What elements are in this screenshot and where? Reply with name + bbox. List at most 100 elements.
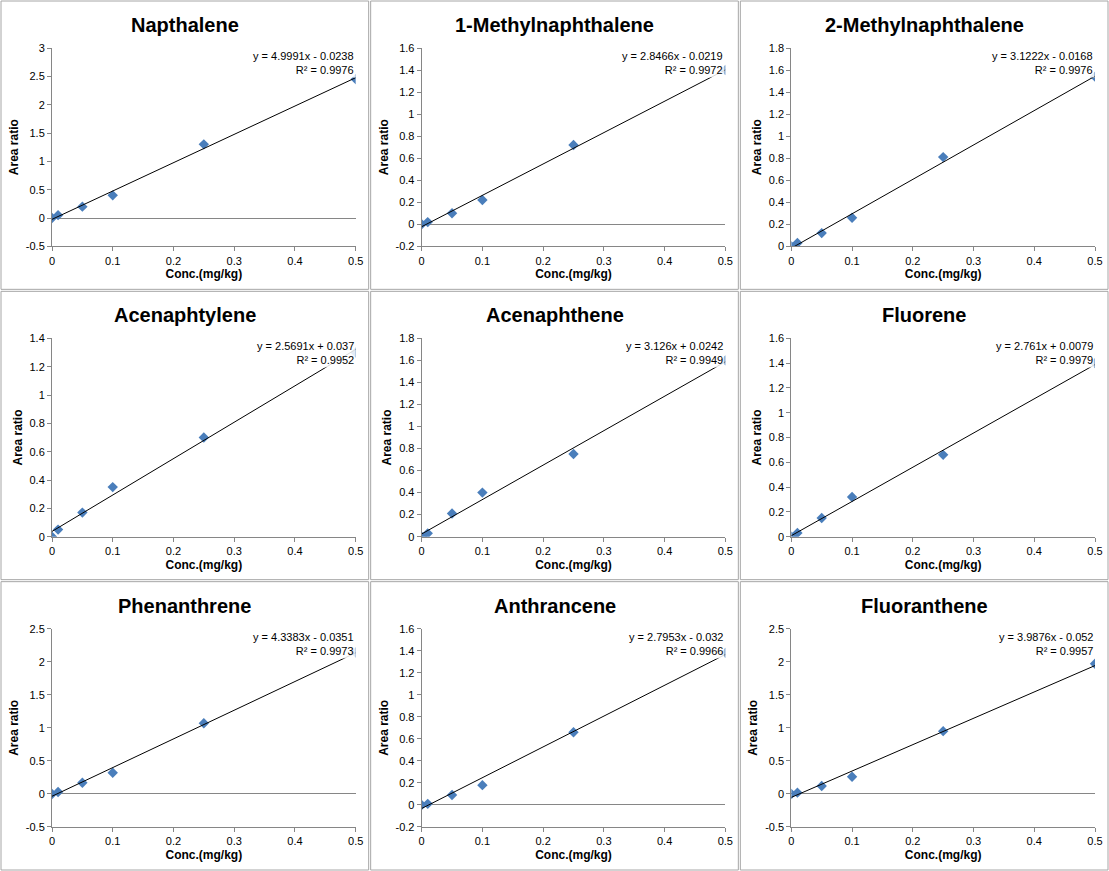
svg-text:1.2: 1.2: [399, 398, 414, 410]
svg-text:0.2: 0.2: [769, 218, 784, 230]
svg-text:1.5: 1.5: [769, 689, 784, 701]
svg-text:1: 1: [778, 722, 784, 734]
svg-text:0.6: 0.6: [769, 456, 784, 468]
svg-text:0: 0: [49, 835, 55, 847]
svg-text:0.6: 0.6: [30, 446, 45, 458]
svg-text:0: 0: [788, 255, 794, 267]
svg-text:Acenaphthene: Acenaphthene: [486, 304, 624, 326]
svg-text:0.2: 0.2: [30, 502, 45, 514]
svg-text:0: 0: [778, 240, 784, 252]
svg-text:0.5: 0.5: [718, 545, 733, 557]
svg-text:0: 0: [778, 531, 784, 543]
svg-text:0.5: 0.5: [348, 835, 363, 847]
svg-text:0.2: 0.2: [535, 255, 550, 267]
svg-text:-0.2: -0.2: [395, 821, 414, 833]
svg-text:0.2: 0.2: [535, 545, 550, 557]
svg-text:1.8: 1.8: [399, 332, 414, 344]
svg-text:0.2: 0.2: [905, 545, 920, 557]
svg-text:0.3: 0.3: [596, 255, 611, 267]
svg-text:1.6: 1.6: [399, 42, 414, 54]
svg-text:y = 2.8466x - 0.0219R² = 0.997: y = 2.8466x - 0.0219R² = 0.9972: [622, 50, 723, 76]
svg-text:1.6: 1.6: [399, 623, 414, 635]
svg-text:0: 0: [39, 531, 45, 543]
svg-text:1.8: 1.8: [769, 42, 784, 54]
svg-text:1.6: 1.6: [399, 354, 414, 366]
svg-text:1: 1: [408, 420, 414, 432]
svg-text:0.2: 0.2: [166, 835, 181, 847]
svg-text:0.5: 0.5: [348, 255, 363, 267]
svg-text:y = 4.9991x - 0.0238R² = 0.997: y = 4.9991x - 0.0238R² = 0.9976: [253, 50, 354, 76]
svg-text:Area ratio: Area ratio: [377, 119, 391, 175]
svg-text:0.2: 0.2: [166, 255, 181, 267]
svg-text:0.4: 0.4: [1027, 545, 1042, 557]
svg-text:0.4: 0.4: [769, 481, 784, 493]
svg-text:2.5: 2.5: [30, 623, 45, 635]
svg-text:0.5: 0.5: [1087, 255, 1102, 267]
svg-text:1.2: 1.2: [399, 667, 414, 679]
svg-text:1.6: 1.6: [769, 64, 784, 76]
svg-text:Area ratio: Area ratio: [7, 119, 21, 175]
svg-text:1.4: 1.4: [399, 376, 414, 388]
svg-text:2.5: 2.5: [30, 70, 45, 82]
svg-text:-0.5: -0.5: [26, 821, 45, 833]
svg-text:Conc.(mg/kg): Conc.(mg/kg): [165, 267, 242, 281]
svg-text:0.3: 0.3: [227, 835, 242, 847]
svg-text:1.2: 1.2: [769, 382, 784, 394]
svg-text:0.3: 0.3: [966, 255, 981, 267]
svg-text:0.4: 0.4: [1027, 255, 1042, 267]
svg-text:y = 3.9876x - 0.052R² = 0.9957: y = 3.9876x - 0.052R² = 0.9957: [999, 631, 1093, 657]
svg-text:Conc.(mg/kg): Conc.(mg/kg): [905, 267, 982, 281]
svg-text:1.4: 1.4: [30, 332, 45, 344]
svg-text:1.2: 1.2: [769, 108, 784, 120]
svg-text:Fluoranthene: Fluoranthene: [861, 595, 988, 617]
svg-text:Conc.(mg/kg): Conc.(mg/kg): [535, 558, 612, 572]
svg-text:1: 1: [408, 689, 414, 701]
svg-text:y = 4.3383x - 0.0351R² = 0.997: y = 4.3383x - 0.0351R² = 0.9973: [253, 631, 354, 657]
svg-text:1: 1: [39, 389, 45, 401]
svg-text:Area ratio: Area ratio: [380, 409, 394, 465]
svg-text:0.1: 0.1: [475, 545, 490, 557]
svg-text:0.1: 0.1: [105, 545, 120, 557]
svg-text:0.3: 0.3: [966, 545, 981, 557]
svg-text:0.6: 0.6: [399, 152, 414, 164]
svg-text:0.2: 0.2: [905, 835, 920, 847]
svg-text:y = 3.126x + 0.0242R² = 0.9949: y = 3.126x + 0.0242R² = 0.9949: [626, 340, 723, 366]
svg-text:0: 0: [419, 545, 425, 557]
svg-text:1.2: 1.2: [399, 86, 414, 98]
svg-text:0.4: 0.4: [287, 255, 302, 267]
svg-text:Acenaphtylene: Acenaphtylene: [114, 304, 256, 326]
svg-text:0.5: 0.5: [30, 755, 45, 767]
svg-text:0.3: 0.3: [596, 545, 611, 557]
svg-text:Area ratio: Area ratio: [750, 409, 764, 465]
svg-text:0.8: 0.8: [399, 130, 414, 142]
svg-text:0.2: 0.2: [769, 506, 784, 518]
svg-text:0: 0: [788, 835, 794, 847]
svg-text:0.3: 0.3: [227, 255, 242, 267]
svg-text:0.4: 0.4: [657, 835, 672, 847]
svg-text:0.1: 0.1: [475, 255, 490, 267]
svg-text:0: 0: [408, 531, 414, 543]
svg-text:0: 0: [49, 255, 55, 267]
svg-text:0.6: 0.6: [769, 174, 784, 186]
svg-text:0.8: 0.8: [30, 417, 45, 429]
svg-text:1.2: 1.2: [30, 361, 45, 373]
svg-text:0.1: 0.1: [105, 835, 120, 847]
svg-text:2.5: 2.5: [769, 623, 784, 635]
svg-text:0: 0: [39, 788, 45, 800]
svg-text:0.5: 0.5: [718, 835, 733, 847]
svg-text:0: 0: [408, 799, 414, 811]
svg-text:Conc.(mg/kg): Conc.(mg/kg): [905, 848, 982, 862]
svg-text:0.2: 0.2: [166, 545, 181, 557]
svg-text:0.1: 0.1: [105, 255, 120, 267]
svg-text:0.6: 0.6: [399, 464, 414, 476]
svg-text:y = 2.5691x + 0.037R² = 0.9952: y = 2.5691x + 0.037R² = 0.9952: [257, 340, 354, 366]
svg-text:0.5: 0.5: [30, 184, 45, 196]
svg-text:1.5: 1.5: [30, 127, 45, 139]
svg-text:0.3: 0.3: [596, 835, 611, 847]
svg-text:0.2: 0.2: [535, 835, 550, 847]
svg-text:0.2: 0.2: [905, 255, 920, 267]
svg-text:0.4: 0.4: [657, 545, 672, 557]
svg-text:0.6: 0.6: [399, 733, 414, 745]
svg-text:0.8: 0.8: [769, 152, 784, 164]
svg-text:0.2: 0.2: [399, 196, 414, 208]
